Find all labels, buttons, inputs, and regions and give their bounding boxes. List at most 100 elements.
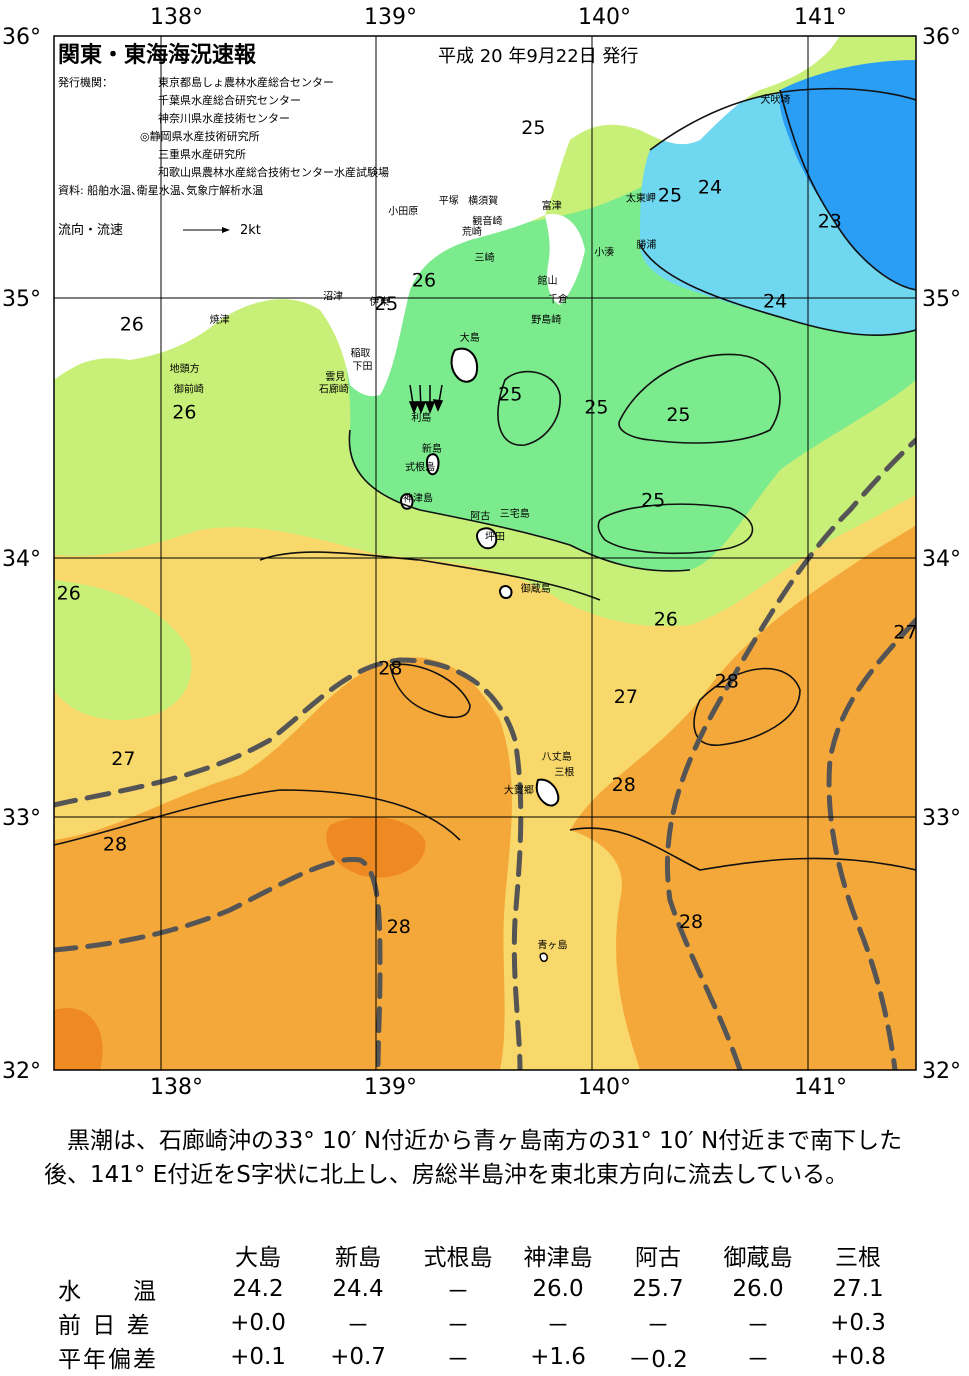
map-title: 関東・東海海況速報	[58, 42, 257, 68]
place-label: 沼津	[323, 290, 343, 303]
current-legend-arrowhead	[222, 227, 230, 233]
lon-label-top: 140°	[578, 5, 631, 30]
issuer-label: 発行機関：	[58, 75, 113, 89]
title-block: 関東・東海海況速報 平成 20 年9月22日 発行 発行機関： 東京都島しょ農林…	[58, 42, 638, 238]
isotherm-label: 28	[103, 833, 127, 855]
isotherm-28b	[693, 667, 801, 746]
isotherm-label: 25	[658, 184, 682, 206]
lat-label-left: 33°	[2, 806, 41, 831]
column-header: 新島	[335, 1245, 381, 1271]
lat-label-left: 32°	[2, 1059, 41, 1084]
place-label: 利島	[411, 411, 431, 424]
table-cell: 27.1	[832, 1276, 884, 1302]
place-label: 勝浦	[636, 238, 656, 251]
kuroshio-axis-lines	[54, 437, 916, 1070]
station-temperature-table: 大島 新島 式根島 神津島 阿古 御蔵島 三根 水 温 24.2 24.4 － …	[58, 1238, 908, 1374]
table-cell: +0.7	[330, 1344, 386, 1370]
sea-temperature-map: 138° 139° 140° 141° 138° 139° 140° 141° …	[2, 5, 961, 1100]
water-26-west	[54, 580, 192, 720]
lat-label-left: 35°	[2, 287, 41, 312]
place-label: 野島崎	[531, 313, 561, 326]
column-header: 阿古	[635, 1245, 681, 1271]
table-row: 平年偏差 +0.1 +0.7 － +1.6 －0.2 － +0.8	[58, 1340, 908, 1374]
place-label: 稲取	[350, 348, 370, 360]
lat-label-right: 34°	[922, 547, 961, 572]
isotherm-25-loop-a	[497, 370, 561, 446]
map-frame	[53, 35, 917, 1071]
isotherm-label: 25	[374, 293, 398, 315]
table-row: 前 日 差 +0.0 － － － － － +0.3	[58, 1306, 908, 1340]
isotherm-label: 26	[654, 608, 678, 630]
land-oshima	[450, 347, 479, 383]
graticule	[54, 36, 916, 1070]
place-label: 平塚	[439, 195, 459, 207]
land-mikura	[498, 585, 513, 599]
land-boso	[545, 214, 585, 305]
isotherm-lines	[54, 87, 916, 871]
isotherm-28c	[54, 789, 461, 846]
place-label: 地頭方	[170, 362, 200, 375]
table-cell: 24.4	[332, 1276, 384, 1302]
place-label: 小湊	[594, 246, 614, 259]
table-cell: －	[746, 1313, 770, 1339]
kuroshio-axis-s	[54, 856, 383, 1070]
isotherm-24	[649, 87, 916, 151]
column-header: 大島	[235, 1245, 281, 1271]
isotherm-26	[348, 429, 691, 572]
table-cell: －	[446, 1347, 470, 1373]
place-label: 新島	[422, 442, 442, 455]
table-cell: 26.0	[532, 1276, 584, 1302]
column-header: 三根	[835, 1245, 881, 1271]
table-cell: +0.1	[230, 1344, 286, 1370]
issuer-line: 三重県水産研究所	[158, 147, 246, 161]
place-label: 横須賀	[468, 194, 498, 207]
lat-label-right: 35°	[922, 287, 961, 312]
isotherm-label: 25	[498, 383, 522, 405]
isotherm-label: 25	[584, 396, 608, 418]
place-label: 伊東	[369, 295, 389, 308]
issuer-line: ◎静岡県水産技術研究所	[140, 129, 260, 143]
table-cell: +0.0	[230, 1310, 286, 1336]
table-cell: －	[446, 1279, 470, 1305]
table-header-row: 大島 新島 式根島 神津島 阿古 御蔵島 三根	[58, 1238, 908, 1272]
place-label: 雲見	[325, 371, 345, 383]
isotherm-28d	[569, 827, 916, 871]
isotherm-label: 28	[715, 670, 739, 692]
place-label: 焼津	[210, 314, 230, 326]
lon-label-top: 138°	[150, 5, 203, 30]
lat-label-right: 36°	[922, 25, 961, 50]
issuer-line: 神奈川県水産技術センター	[158, 111, 290, 125]
issuer-line: 東京都島しょ農林水産総合センター	[158, 75, 334, 89]
isotherm-label: 28	[679, 911, 703, 933]
isotherm-27	[259, 551, 601, 601]
place-label: 館山	[538, 274, 558, 287]
row-label: 水 温	[58, 1279, 158, 1305]
table-cell: +0.3	[830, 1310, 886, 1336]
lat-label-left: 34°	[2, 547, 41, 572]
place-label: 御蔵島	[521, 582, 551, 595]
isotherm-label: 27	[111, 748, 135, 770]
place-label: 御前崎	[174, 383, 204, 396]
land-niijima	[425, 453, 440, 476]
place-label: 千倉	[548, 292, 568, 305]
isotherm-label: 26	[57, 583, 81, 605]
current-arrows	[408, 384, 444, 415]
place-label: 三宅島	[500, 507, 530, 520]
lon-label-top: 139°	[364, 5, 417, 30]
place-label: 青ヶ島	[538, 939, 568, 952]
table-cell: －	[346, 1313, 370, 1339]
table-cell: 25.7	[632, 1276, 684, 1302]
kuroshio-axis-main	[54, 657, 524, 1070]
lon-label-top: 141°	[794, 5, 847, 30]
row-label: 平年偏差	[58, 1347, 158, 1373]
issue-date: 平成 20 年9月22日 発行	[438, 46, 638, 67]
isotherm-label: 25	[641, 489, 665, 511]
isotherm-label: 24	[698, 177, 722, 199]
isotherm-23	[779, 89, 916, 291]
table-cell: －0.2	[628, 1347, 688, 1373]
table-cell: 26.0	[732, 1276, 784, 1302]
current-legend-scale: 2kt	[240, 223, 261, 238]
table-cell: +0.8	[830, 1344, 886, 1370]
water-29-sw	[54, 1008, 103, 1070]
